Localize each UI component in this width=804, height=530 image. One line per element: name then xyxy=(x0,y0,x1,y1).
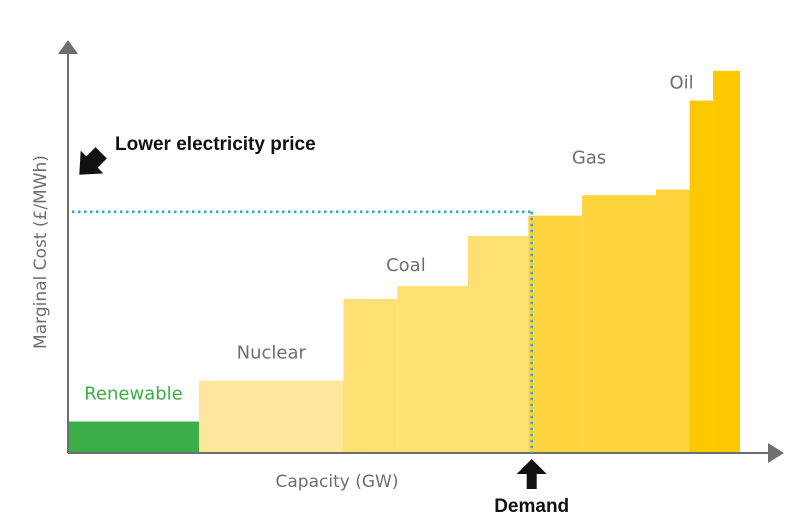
series-label-gas: Gas xyxy=(572,148,606,169)
series-label-oil: Oil xyxy=(670,73,694,94)
bar-gas-2 xyxy=(656,189,690,453)
y-axis-arrow-icon xyxy=(58,40,78,54)
series-label-coal: Coal xyxy=(386,255,426,276)
y-axis-label: Marginal Cost (£/MWh) xyxy=(31,155,51,349)
bar-coal-0 xyxy=(343,299,398,453)
series-label-renewable: Renewable xyxy=(84,384,183,405)
x-axis-arrow-icon xyxy=(768,443,784,463)
bar-coal-1 xyxy=(397,286,468,453)
lower-price-annotation: Lower electricity price xyxy=(115,134,316,155)
bar-gas-0 xyxy=(528,215,583,453)
bar-renewable-0 xyxy=(68,421,199,453)
bar-oil-1 xyxy=(713,70,740,454)
bar-coal-2 xyxy=(467,236,529,453)
lower-price-arrow-icon xyxy=(79,147,107,175)
demand-label: Demand xyxy=(494,496,569,517)
series-label-nuclear: Nuclear xyxy=(237,343,307,364)
bar-oil-0 xyxy=(689,100,714,453)
bar-gas-1 xyxy=(582,195,656,453)
demand-arrow-icon xyxy=(516,459,547,489)
x-axis-label: Capacity (GW) xyxy=(276,472,399,492)
bar-nuclear-0 xyxy=(199,380,344,453)
